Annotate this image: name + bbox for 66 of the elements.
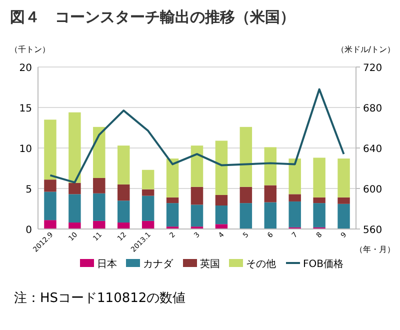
bar xyxy=(166,158,179,198)
y-tick-label: 10 xyxy=(19,144,32,155)
bar xyxy=(68,112,81,183)
x-axis-title: （年・月） xyxy=(355,245,395,254)
y-tick-label: 15 xyxy=(19,104,32,114)
bar xyxy=(215,194,228,206)
legend-label: 英国 xyxy=(200,258,220,270)
bar xyxy=(240,186,252,204)
bar xyxy=(338,204,350,229)
bar xyxy=(142,189,154,196)
bar xyxy=(166,197,179,204)
legend-label: その他 xyxy=(246,258,276,270)
bar xyxy=(118,222,130,229)
bar xyxy=(93,193,106,221)
bar xyxy=(264,147,276,186)
bar xyxy=(288,201,301,228)
bar xyxy=(264,185,276,202)
bar xyxy=(288,158,301,194)
bar xyxy=(44,180,56,192)
bar xyxy=(215,140,228,195)
y2-tick-label: 600 xyxy=(363,184,382,196)
legend-label: カナダ xyxy=(143,258,174,270)
bar xyxy=(288,194,301,202)
bar xyxy=(190,186,204,205)
chart-title: 図４ コーンスターチ輸出の推移（米国） xyxy=(10,8,295,26)
y-tick-label: 20 xyxy=(19,63,32,74)
legend-label: 日本 xyxy=(97,258,117,270)
bar xyxy=(68,194,81,223)
bar xyxy=(313,197,326,204)
bar xyxy=(190,204,204,227)
y-tick-label: 0 xyxy=(26,225,32,236)
text: 注：HSコード110812の数値 xyxy=(14,291,186,306)
bar xyxy=(240,203,252,229)
bar xyxy=(142,170,154,190)
bar xyxy=(44,120,56,180)
bar xyxy=(215,224,228,229)
y2-tick-label: 720 xyxy=(363,63,382,74)
y-axis-title: （千トン） xyxy=(10,45,50,54)
bar xyxy=(338,158,350,198)
bar xyxy=(118,200,130,223)
bar xyxy=(93,220,106,229)
y2-tick-label: 560 xyxy=(363,225,382,236)
y2-axis-title: （米ドル/トン） xyxy=(336,45,395,54)
bar xyxy=(338,197,350,204)
bar xyxy=(118,184,130,201)
y-tick-label: 5 xyxy=(26,184,32,196)
bar xyxy=(142,196,154,221)
bar xyxy=(240,126,252,187)
bar xyxy=(93,126,106,178)
legend-label: FOB価格 xyxy=(303,258,344,270)
y2-tick-label: 680 xyxy=(363,104,382,114)
bar xyxy=(264,202,276,229)
bar xyxy=(44,220,56,229)
bar xyxy=(68,222,81,229)
bar xyxy=(313,158,326,198)
bar xyxy=(215,206,228,224)
bar xyxy=(68,182,81,194)
bar xyxy=(118,146,130,184)
bar xyxy=(166,203,179,227)
y2-tick-label: 640 xyxy=(363,144,382,155)
bar xyxy=(190,146,204,187)
bar xyxy=(142,220,154,229)
bar xyxy=(44,192,56,220)
bar xyxy=(93,178,106,194)
bar xyxy=(313,203,326,228)
line-series xyxy=(49,88,345,184)
